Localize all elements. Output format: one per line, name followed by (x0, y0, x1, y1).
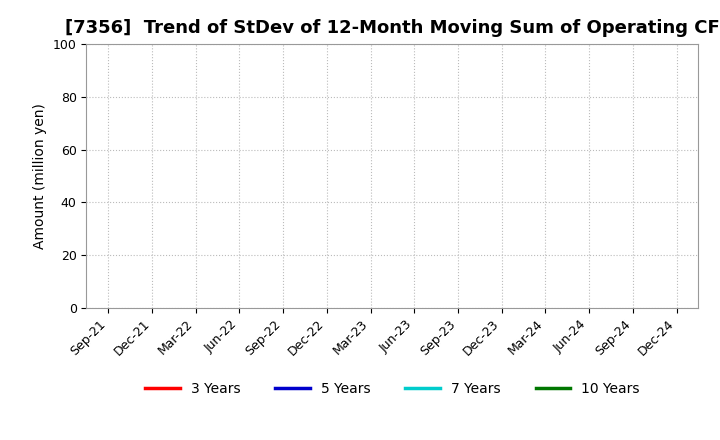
Legend: 3 Years, 5 Years, 7 Years, 10 Years: 3 Years, 5 Years, 7 Years, 10 Years (140, 376, 645, 401)
Y-axis label: Amount (million yen): Amount (million yen) (33, 103, 48, 249)
Title: [7356]  Trend of StDev of 12-Month Moving Sum of Operating CF: [7356] Trend of StDev of 12-Month Moving… (65, 19, 720, 37)
